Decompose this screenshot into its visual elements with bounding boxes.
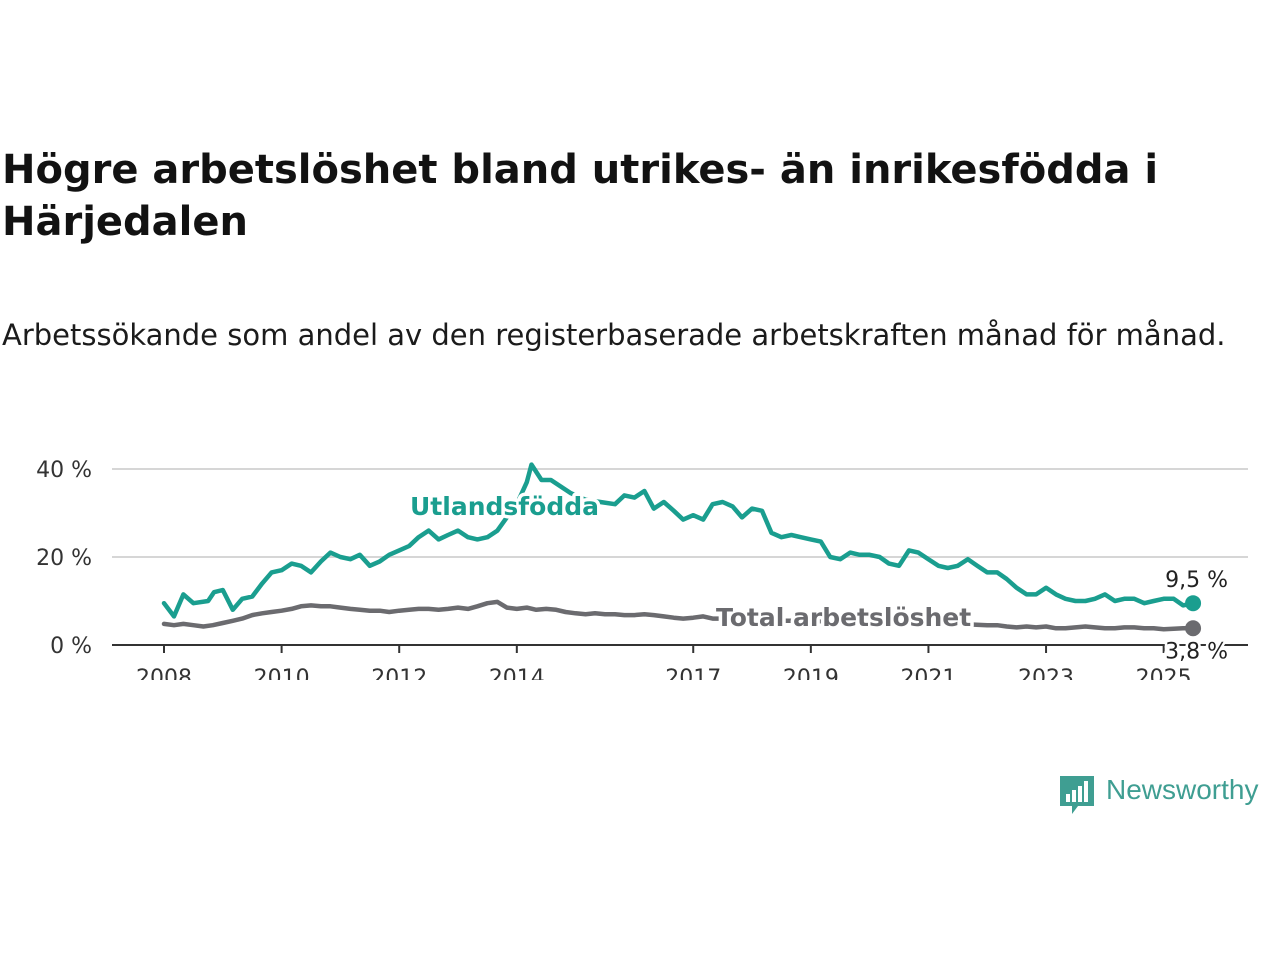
brand-name: Newsworthy [1106,774,1259,805]
x-tick-label: 2021 [900,666,956,680]
x-tick-label: 2014 [489,666,545,680]
y-tick-label: 0 % [50,634,92,659]
y-axis: 0 % 20 % 40 % [36,458,92,659]
line-chart: 0 % 20 % 40 % 2008 2010 2012 2014 2017 2019 2021… [36,458,1248,680]
series-label-total: Total arbetslöshet [716,603,971,632]
end-label-total: 3,8 % [1165,639,1228,664]
series-lines [161,462,1202,637]
gridlines [112,468,1248,646]
x-tick-label: 2023 [1018,666,1074,680]
series-line-utlandsfodda [161,462,1196,619]
series-label-utlandsfodda: Utlandsfödda [410,492,599,521]
series-labels: Utlandsfödda Total arbetslöshet 9,5 % 3,8 % [407,489,1231,667]
x-tick-label: 2019 [783,666,839,680]
chart-subtitle: Arbetssökande som andel av den registerb… [2,318,1226,352]
x-tick-label: 2017 [665,666,721,680]
end-label-utlandsfodda: 9,5 % [1165,568,1228,593]
series-line-total [161,599,1196,632]
end-point-total [1185,620,1202,637]
x-tick-label: 2008 [136,666,192,680]
y-tick-label: 40 % [36,458,92,483]
chart-title: Högre arbetslöshet bland utrikes- än inr… [2,147,1159,245]
bar-chart-speech-bubble-icon [1060,776,1094,814]
x-tick-label: 2012 [371,666,427,680]
x-tick-label: 2010 [254,666,310,680]
y-tick-label: 20 % [36,546,92,571]
x-axis: 2008 2010 2012 2014 2017 2019 2021 2023 2025 [136,645,1192,680]
end-point-utlandsfodda [1185,595,1202,612]
x-tick-label: 2025 [1136,666,1192,680]
newsworthy-logo: Newsworthy [1058,772,1278,818]
